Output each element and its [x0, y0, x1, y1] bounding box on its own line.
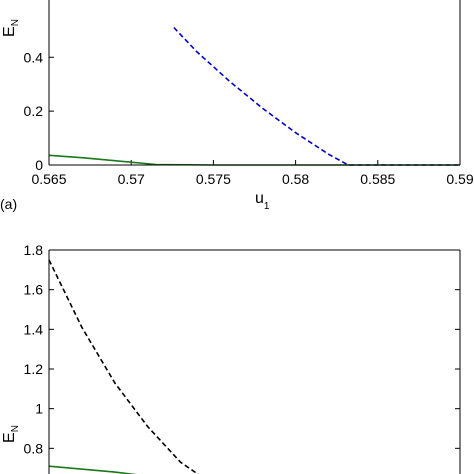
panel-b-series-line-1: [48, 259, 200, 474]
panel-a-x-tick-label: 0.58: [282, 171, 309, 187]
svg-text:EN: EN: [1, 19, 21, 37]
panel-a: EN (a) u1 0.565 0.57 0.575 0.58 0.585 0.59 00…: [0, 0, 474, 212]
panel-b-y-tick-label: 0.8: [24, 440, 44, 456]
panel-b-y-tick-label: 1.2: [24, 361, 44, 377]
panel-a-series-line-2: [48, 154, 460, 166]
panel-b-y-ticks: 0.8 1 1.2 1.4 1.6 1.8: [24, 242, 460, 456]
panel-a-x-tick-label: 0.575: [196, 171, 231, 187]
panel-b-y-tick-label: 1: [35, 401, 43, 417]
panel-a-y-ticks: 0 0.2 0.4: [24, 49, 54, 173]
panel-a-x-tick-label: 0.565: [31, 171, 66, 187]
panel-a-ylabel: EN: [1, 19, 21, 37]
panel-b-y-tick-label: 1.8: [24, 242, 44, 258]
panel-a-label: (a): [0, 196, 17, 212]
panel-a-series-line-1: [173, 27, 460, 166]
panel-a-x-tick-label: 0.57: [118, 171, 145, 187]
panel-a-x-tick-label: 0.59: [446, 171, 473, 187]
panel-b-ylabel: EN: [1, 425, 21, 443]
panel-a-x-tick-label: 0.585: [360, 171, 395, 187]
panel-a-y-tick-label: 0.2: [24, 103, 44, 119]
panel-b-y-tick-label: 1.6: [24, 282, 44, 298]
panel-a-y-tick-label: 0: [35, 157, 43, 173]
panel-b: EN 0.8 1 1.2 1.4 1.6 1.8: [1, 242, 461, 474]
panel-a-y-tick-label: 0.4: [24, 49, 44, 65]
panel-b-series: [48, 259, 200, 474]
panel-a-x-ticks: 0.565 0.57 0.575 0.58 0.585 0.59: [31, 160, 474, 187]
panel-a-xlabel: u1: [255, 190, 270, 212]
panel-a-series: [48, 27, 460, 166]
panel-b-y-tick-label: 1.4: [24, 321, 44, 337]
svg-text:EN: EN: [1, 425, 21, 443]
panel-b-series-line-2: [48, 465, 138, 474]
